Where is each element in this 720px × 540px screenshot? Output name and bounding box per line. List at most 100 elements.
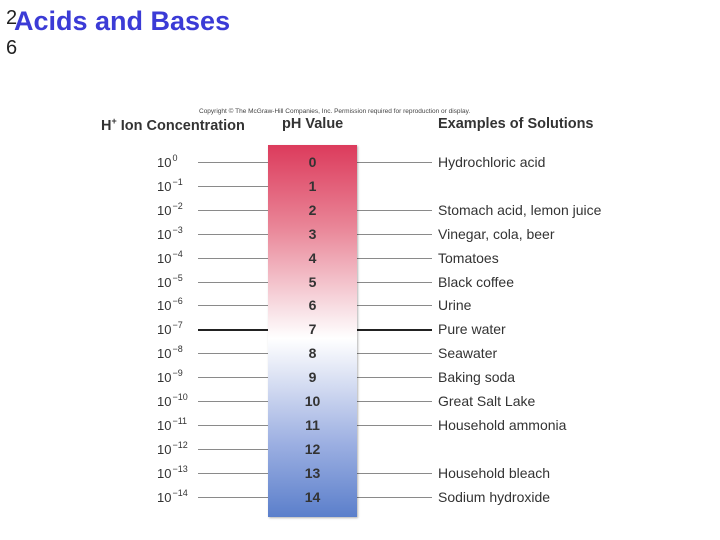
concentration-base: 10 (157, 155, 172, 170)
concentration-line (198, 210, 268, 211)
concentration-label: 10−13 (157, 464, 188, 481)
example-solution: Hydrochloric acid (438, 154, 546, 170)
example-solution: Household bleach (438, 465, 551, 481)
concentration-label: 10−9 (157, 368, 183, 385)
header-concentration-rest: Ion Concentration (116, 117, 245, 134)
concentration-line (198, 234, 268, 235)
concentration-line (198, 329, 268, 331)
example-solution: Sodium hydroxide (438, 489, 551, 505)
concentration-base: 10 (157, 298, 172, 313)
ph-value: 11 (305, 417, 320, 433)
slide-number-bottom: 6 (6, 37, 18, 59)
concentration-label: 10−1 (157, 177, 183, 194)
example-line (357, 258, 432, 259)
header-concentration: H+ Ion Concentration (101, 116, 245, 134)
slide-number-top: 2 (6, 7, 18, 29)
example-solution: Seawater (438, 345, 498, 361)
concentration-exponent: −8 (172, 344, 183, 354)
header-examples: Examples of Solutions (438, 116, 594, 132)
example-line (357, 282, 432, 283)
ph-value: 13 (304, 465, 321, 481)
concentration-exponent: −1 (172, 177, 183, 187)
header-ph: pH Value (282, 116, 344, 132)
concentration-line (198, 401, 268, 402)
concentration-line (198, 162, 268, 163)
concentration-base: 10 (157, 490, 172, 505)
concentration-line (198, 449, 268, 450)
ph-value: 1 (308, 178, 317, 194)
ph-value: 12 (304, 441, 321, 457)
concentration-exponent: −10 (172, 392, 188, 402)
concentration-line (198, 377, 268, 378)
concentration-exponent: −11 (172, 416, 188, 426)
concentration-label: 10−7 (157, 321, 183, 337)
example-line (357, 329, 432, 331)
example-line (357, 162, 432, 163)
concentration-line (198, 258, 268, 259)
concentration-base: 10 (157, 370, 172, 385)
concentration-exponent: −3 (172, 225, 183, 235)
example-solution: Black coffee (438, 274, 515, 290)
example-line (357, 401, 432, 402)
concentration-label: 10−3 (157, 225, 183, 242)
ph-value: 2 (308, 202, 317, 218)
concentration-base: 10 (157, 179, 172, 194)
concentration-line (198, 282, 268, 283)
concentration-exponent: −2 (172, 201, 183, 211)
concentration-label: 10−5 (157, 273, 183, 290)
concentration-exponent: −5 (172, 273, 183, 283)
ph-value: 8 (308, 345, 317, 361)
concentration-base: 10 (157, 394, 172, 409)
example-solution: Household ammonia (438, 417, 567, 433)
concentration-line (198, 353, 268, 354)
example-solution: Great Salt Lake (438, 393, 536, 409)
concentration-base: 10 (157, 227, 172, 242)
header-concentration-sup: + (111, 116, 117, 126)
example-line (357, 234, 432, 235)
concentration-label: 10−12 (157, 441, 188, 457)
copyright-notice: Copyright © The McGraw-Hill Companies, I… (199, 108, 471, 115)
example-solution: Vinegar, cola, beer (438, 226, 555, 242)
concentration-line (198, 305, 268, 306)
example-line (357, 377, 432, 378)
ph-value: 5 (308, 274, 317, 290)
concentration-label: 10−2 (157, 201, 183, 218)
example-line (357, 210, 432, 211)
example-solution: Baking soda (438, 369, 516, 385)
concentration-base: 10 (157, 203, 172, 218)
concentration-base: 10 (157, 442, 172, 457)
concentration-exponent: −13 (172, 464, 188, 474)
concentration-base: 10 (157, 346, 172, 361)
ph-value: 0 (308, 154, 317, 170)
concentration-label: 10−4 (157, 249, 183, 266)
ph-value: 7 (308, 321, 317, 337)
example-solution: Tomatoes (438, 250, 499, 266)
ph-value: 14 (304, 489, 321, 505)
example-line (357, 425, 432, 426)
concentration-exponent: −6 (172, 296, 183, 306)
ph-value: 6 (308, 297, 317, 313)
concentration-line (198, 473, 268, 474)
example-line (357, 353, 432, 354)
ph-scale-bar (268, 145, 357, 517)
concentration-line (198, 497, 268, 498)
concentration-exponent: −9 (172, 368, 183, 378)
ph-value: 3 (308, 226, 317, 242)
concentration-base: 10 (157, 275, 172, 290)
concentration-base: 10 (157, 322, 172, 337)
concentration-line (198, 186, 268, 187)
concentration-label: 10−8 (157, 344, 183, 361)
example-solution: Pure water (438, 321, 506, 337)
header-concentration-h: H (101, 117, 112, 134)
ph-value: 10 (304, 393, 321, 409)
concentration-base: 10 (157, 466, 172, 481)
concentration-exponent: −14 (172, 488, 188, 498)
slide-title: Acids and Bases (14, 6, 231, 36)
concentration-exponent: −4 (172, 249, 183, 259)
concentration-label: 10−10 (157, 392, 188, 409)
example-line (357, 497, 432, 498)
concentration-line (198, 425, 268, 426)
concentration-label: 10−6 (157, 296, 183, 313)
concentration-base: 10 (157, 251, 172, 266)
example-solution: Urine (438, 297, 472, 313)
